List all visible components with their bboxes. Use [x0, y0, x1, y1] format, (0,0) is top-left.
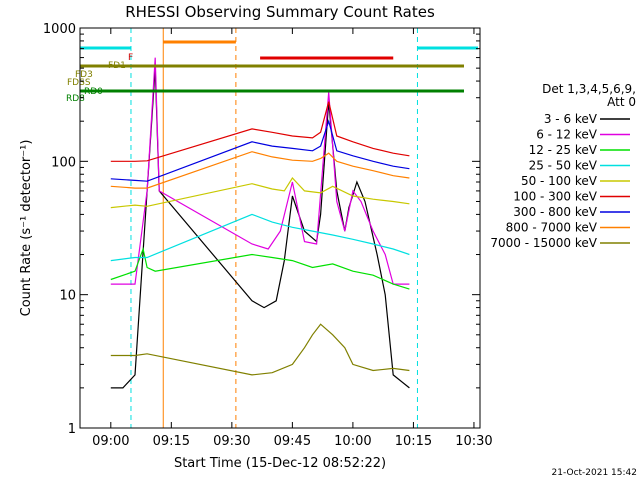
legend-label: 7000 - 15000 keV — [490, 236, 597, 250]
legend-label: 50 - 100 keV — [521, 174, 598, 188]
legend-label: 100 - 300 keV — [513, 190, 597, 204]
y-tick-label: 10 — [59, 289, 76, 304]
y-tick-label: 1 — [68, 422, 76, 437]
series-line — [110, 323, 410, 376]
series-line — [110, 246, 410, 290]
detector-info-line1: Det 1,3,4,5,6,9, — [542, 82, 636, 96]
series-line — [110, 213, 410, 262]
series-line — [110, 151, 410, 189]
y-axis-label: Count Rate (s⁻¹ detector⁻¹) — [19, 140, 34, 317]
plot-frame — [79, 27, 481, 429]
flag-label: RD0 — [84, 87, 103, 97]
flag-label: FD3 — [75, 70, 93, 80]
x-axis-label: Start Time (15-Dec-12 08:52:22) — [174, 456, 386, 471]
x-axis-ticks: 09:00 09:15 09:30 09:45 10:00 10:15 10:30 — [92, 28, 493, 449]
series-line — [110, 177, 410, 209]
legend-label: 300 - 800 keV — [513, 205, 597, 219]
x-tick-label: 09:15 — [153, 434, 190, 449]
y-axis-ticks: 1 10 100 1000 — [43, 22, 480, 437]
flag-label: FDSS — [67, 78, 91, 88]
x-tick-label: 09:45 — [274, 434, 311, 449]
flag-label: FD1 — [108, 61, 126, 71]
series-line — [110, 101, 410, 162]
detector-info-line2: Att 0 — [607, 95, 636, 109]
chart-title: RHESSI Observing Summary Count Rates — [125, 3, 435, 21]
x-tick-label: 10:15 — [395, 434, 432, 449]
legend: Det 1,3,4,5,6,9, Att 0 3 - 6 keV 6 - 12 k… — [490, 82, 636, 250]
series-line — [110, 57, 410, 285]
y-tick-label: 1000 — [43, 22, 76, 37]
flag-label: RD8 — [66, 94, 85, 104]
timestamp: 21-Oct-2021 15:42 — [552, 468, 637, 478]
interval-layer — [80, 28, 478, 428]
x-tick-label: 09:00 — [92, 434, 129, 449]
series-layer — [110, 57, 410, 389]
legend-label: 25 - 50 keV — [529, 159, 598, 173]
x-tick-label: 10:30 — [455, 434, 492, 449]
legend-label: 3 - 6 keV — [544, 112, 598, 126]
legend-label: 6 - 12 keV — [536, 128, 598, 142]
y-tick-label: 100 — [51, 155, 76, 170]
legend-label: 800 - 7000 keV — [506, 221, 598, 235]
flag-label: F — [128, 53, 133, 63]
series-line — [110, 119, 410, 182]
legend-label: 12 - 25 keV — [529, 143, 598, 157]
x-tick-label: 10:00 — [334, 434, 371, 449]
x-tick-label: 09:30 — [213, 434, 250, 449]
